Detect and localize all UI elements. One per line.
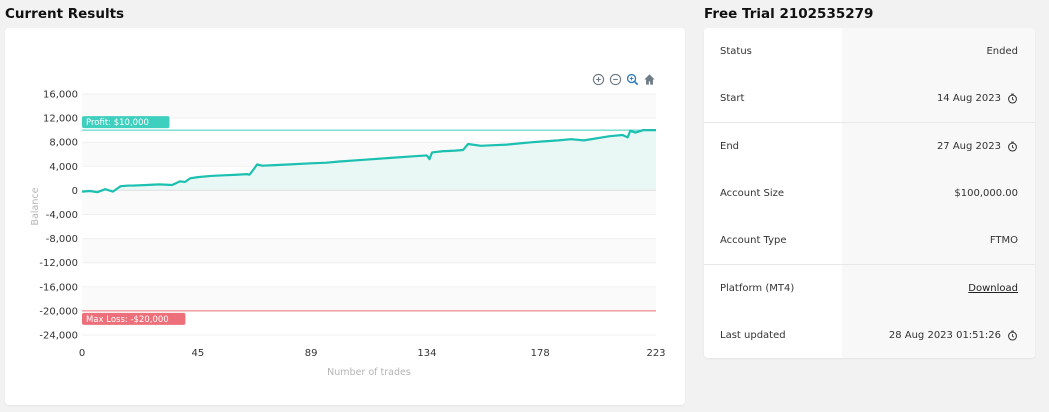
home-reset-icon[interactable]: [642, 72, 656, 86]
info-row-end: End 27 Aug 2023: [704, 122, 1035, 170]
y-tick-label: -12,000: [39, 258, 78, 269]
info-row-start: Start 14 Aug 2023: [704, 75, 1035, 123]
y-tick-label: -8,000: [46, 234, 78, 245]
info-row-last-updated: Last updated 28 Aug 2023 01:51:26: [704, 311, 1035, 358]
info-label: Platform (MT4): [704, 264, 842, 312]
info-label: End: [704, 122, 842, 170]
x-tick-label: 45: [191, 348, 204, 359]
grid-band: [82, 238, 656, 263]
info-label: Status: [704, 28, 842, 75]
zoom-select-icon[interactable]: [625, 72, 639, 86]
clock-icon: [1007, 330, 1018, 341]
results-title: Current Results: [5, 6, 125, 22]
x-axis-title: Number of trades: [327, 367, 411, 378]
grid-band: [82, 190, 656, 215]
profit-target-label: Profit: $10,000: [86, 118, 149, 128]
clock-icon: [1007, 141, 1018, 152]
info-label: Start: [704, 75, 842, 123]
balance-chart: Profit: $10,000 Max Loss: -$20,000 16,000 1…: [30, 90, 666, 379]
info-label: Last updated: [704, 311, 842, 358]
info-value: FTMO: [989, 235, 1018, 247]
info-value-cell: Ended: [842, 28, 1035, 75]
zoom-in-icon[interactable]: [591, 72, 605, 86]
y-tick-label: 0: [72, 186, 78, 197]
x-tick-label: 89: [305, 348, 318, 359]
info-value-cell: 14 Aug 2023: [842, 75, 1035, 123]
series-line: [81, 129, 656, 194]
y-tick-label: 8,000: [49, 138, 78, 149]
chart-card: Profit: $10,000 Max Loss: -$20,000 16,000 1…: [5, 28, 685, 405]
info-value: Ended: [986, 46, 1018, 57]
info-label: Account Size: [704, 169, 842, 217]
grid-band: [82, 94, 656, 119]
info-value-cell: 28 Aug 2023 01:51:26: [842, 311, 1035, 358]
grid-band: [82, 262, 656, 287]
y-tick-label: 4,000: [49, 162, 78, 173]
series-area: [82, 130, 656, 193]
info-value-cell: 27 Aug 2023: [842, 122, 1035, 170]
y-tick-label: -20,000: [39, 306, 78, 317]
grid-band: [82, 214, 656, 239]
info-label: Account Type: [704, 217, 842, 265]
info-row-account-size: Account Size $100,000.00: [704, 169, 1035, 217]
y-axis-title: Balance: [30, 187, 41, 225]
info-value: 28 Aug 2023 01:51:26: [888, 329, 1001, 341]
profit-target-badge: [82, 116, 170, 129]
y-tick-label: -16,000: [39, 282, 78, 293]
info-row-platform-mt4: Platform (MT4) Download: [704, 264, 1035, 312]
clock-icon: [1007, 93, 1018, 104]
grid-band: [82, 286, 656, 311]
y-tick-label: 16,000: [43, 90, 78, 101]
y-tick-label: 12,000: [43, 114, 78, 125]
y-tick-label: -4,000: [46, 210, 78, 221]
info-row-account-type: Account Type FTMO: [704, 217, 1035, 265]
info-value-cell: Download: [842, 264, 1035, 312]
max-loss-badge: [82, 312, 186, 325]
max-loss-label: Max Loss: -$20,000: [86, 315, 169, 325]
info-value: $100,000.00: [954, 187, 1018, 199]
zoom-out-icon[interactable]: [608, 72, 622, 86]
x-tick-label: 178: [531, 348, 550, 359]
x-tick-label: 0: [79, 348, 85, 359]
trial-title: Free Trial 2102535279: [704, 6, 874, 22]
info-value: 27 Aug 2023: [936, 140, 1001, 152]
x-tick-label: 134: [417, 348, 436, 359]
info-value: 14 Aug 2023: [936, 93, 1001, 105]
info-value-cell: FTMO: [842, 217, 1035, 265]
y-tick-label: -24,000: [39, 331, 78, 342]
account-info-card: Status Ended Start 14 Aug 2023 End 27 Aug 202…: [704, 28, 1035, 358]
chart-toolbar: [591, 72, 656, 86]
info-row-status: Status Ended: [704, 28, 1035, 75]
info-value-cell: $100,000.00: [842, 169, 1035, 217]
download-link[interactable]: Download: [968, 282, 1018, 294]
x-tick-label: 223: [646, 348, 665, 359]
